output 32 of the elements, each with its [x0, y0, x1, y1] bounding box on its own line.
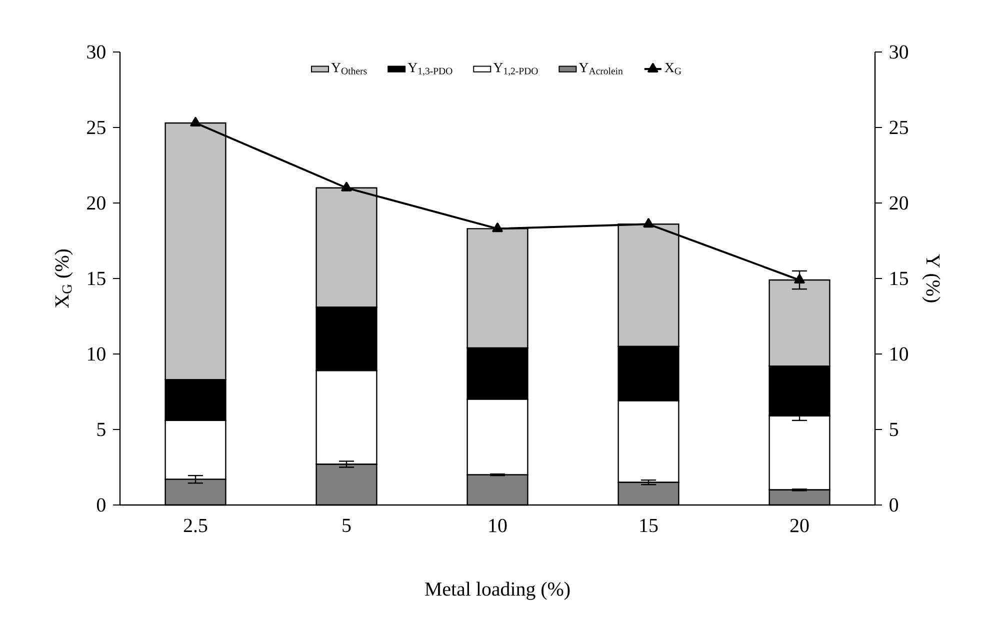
x-tick-label: 15 [640, 518, 658, 532]
y-axis-title: X$_{G}$ (%) [54, 249, 73, 308]
legend-label: Y$_{Others}$ [331, 62, 367, 74]
y-tick-label: 0 [96, 498, 106, 512]
y2-tick-label: 5 [890, 422, 898, 436]
y2-tick-label: 0 [890, 498, 898, 512]
y-tick-label: 5 [97, 422, 106, 436]
legend-label: Y$_{Acrolein}$ [578, 62, 623, 74]
x-axis-title: Metal loading (%) [425, 582, 570, 600]
y-tick-label: 25 [87, 120, 106, 134]
y2-tick-label: 15 [890, 272, 908, 286]
x-tick-label: 5 [342, 518, 351, 532]
point [190, 116, 201, 126]
y-tick-label: 20 [87, 196, 106, 210]
legend-label: Y$_{1,3-PDO}$ [408, 62, 452, 76]
legend-label: X$_{G}$ [664, 62, 682, 74]
y2-axis-title: Y (%) [922, 254, 940, 302]
point [643, 218, 654, 228]
y-tick-label: 15 [88, 272, 106, 286]
y2-tick-label: 10 [890, 347, 908, 361]
y2-tick-label: 20 [890, 196, 908, 210]
y-tick-label: 30 [87, 45, 106, 59]
y2-tick-label: 30 [890, 45, 908, 59]
x-tick-label: 2.5 [184, 518, 208, 532]
x-tick-label: 20 [790, 518, 809, 532]
point [794, 274, 805, 284]
point [341, 182, 352, 192]
point [492, 222, 503, 232]
y-tick-label: 10 [88, 347, 106, 361]
legend-label: Y$_{1,2-PDO}$ [493, 62, 538, 76]
x-tick-label: 10 [489, 518, 507, 532]
y2-tick-label: 25 [890, 120, 908, 134]
